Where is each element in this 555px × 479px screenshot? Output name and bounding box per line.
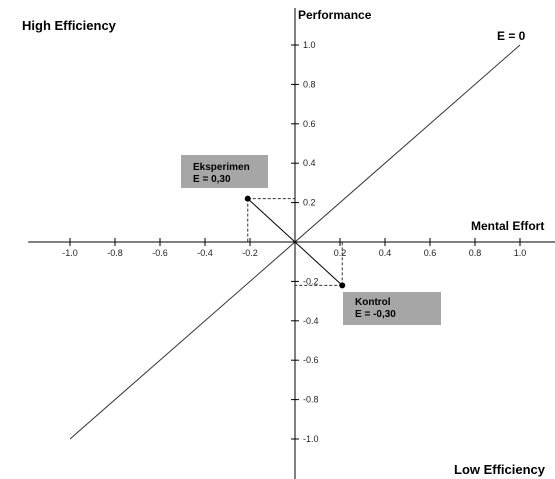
- guide-lines: [247, 198, 343, 286]
- y-tick-label: -0.8: [303, 395, 319, 405]
- x-tick-label: -0.8: [107, 248, 123, 258]
- low-efficiency-label: Low Efficiency: [454, 462, 546, 477]
- high-efficiency-label: High Efficiency: [22, 18, 117, 33]
- kontrol-label-box: [343, 292, 441, 325]
- eksperimen-label-box: [181, 155, 268, 188]
- y-tick-label: 0.2: [303, 198, 316, 208]
- x-axis-title: Mental Effort: [471, 219, 544, 233]
- x-tick-label: -0.2: [242, 248, 258, 258]
- eksperimen-vector-line: [247, 198, 296, 243]
- ticks: -1.0 -0.8 -0.6 -0.4 -0.2 0.2 0.4 0.6 0.8 1.0 1.0 0.…: [62, 40, 526, 444]
- y-tick-label: -0.6: [303, 355, 319, 365]
- y-tick-label: 0.4: [303, 158, 316, 168]
- y-tick-label: -1.0: [303, 434, 319, 444]
- x-tick-label: -1.0: [62, 248, 78, 258]
- kontrol-name: Kontrol: [355, 297, 391, 308]
- x-tick-label: 1.0: [514, 248, 527, 258]
- data-points: [244, 195, 346, 289]
- kontrol-value: E = -0,30: [355, 309, 396, 320]
- eksperimen-value: E = 0,30: [193, 174, 231, 185]
- reference-line-label: E = 0: [497, 29, 526, 43]
- y-axis-title: Performance: [298, 8, 372, 22]
- eksperimen-name: Eksperimen: [193, 162, 250, 173]
- x-tick-label: 0.4: [379, 248, 392, 258]
- x-tick-label: 0.8: [469, 248, 482, 258]
- y-tick-label: 1.0: [303, 40, 316, 50]
- y-tick-label: -0.4: [303, 316, 319, 326]
- x-tick-label: -0.6: [152, 248, 168, 258]
- axes: [28, 8, 555, 479]
- eksperimen-point: [244, 195, 251, 202]
- y-tick-label: 0.8: [303, 79, 316, 89]
- x-tick-label: 0.6: [424, 248, 437, 258]
- y-tick-label: -0.2: [303, 276, 319, 286]
- kontrol-point: [339, 282, 346, 289]
- x-tick-label: 0.2: [334, 248, 347, 258]
- kontrol-vector-line: [294, 241, 343, 286]
- x-tick-label: -0.4: [197, 248, 213, 258]
- y-tick-label: 0.6: [303, 119, 316, 129]
